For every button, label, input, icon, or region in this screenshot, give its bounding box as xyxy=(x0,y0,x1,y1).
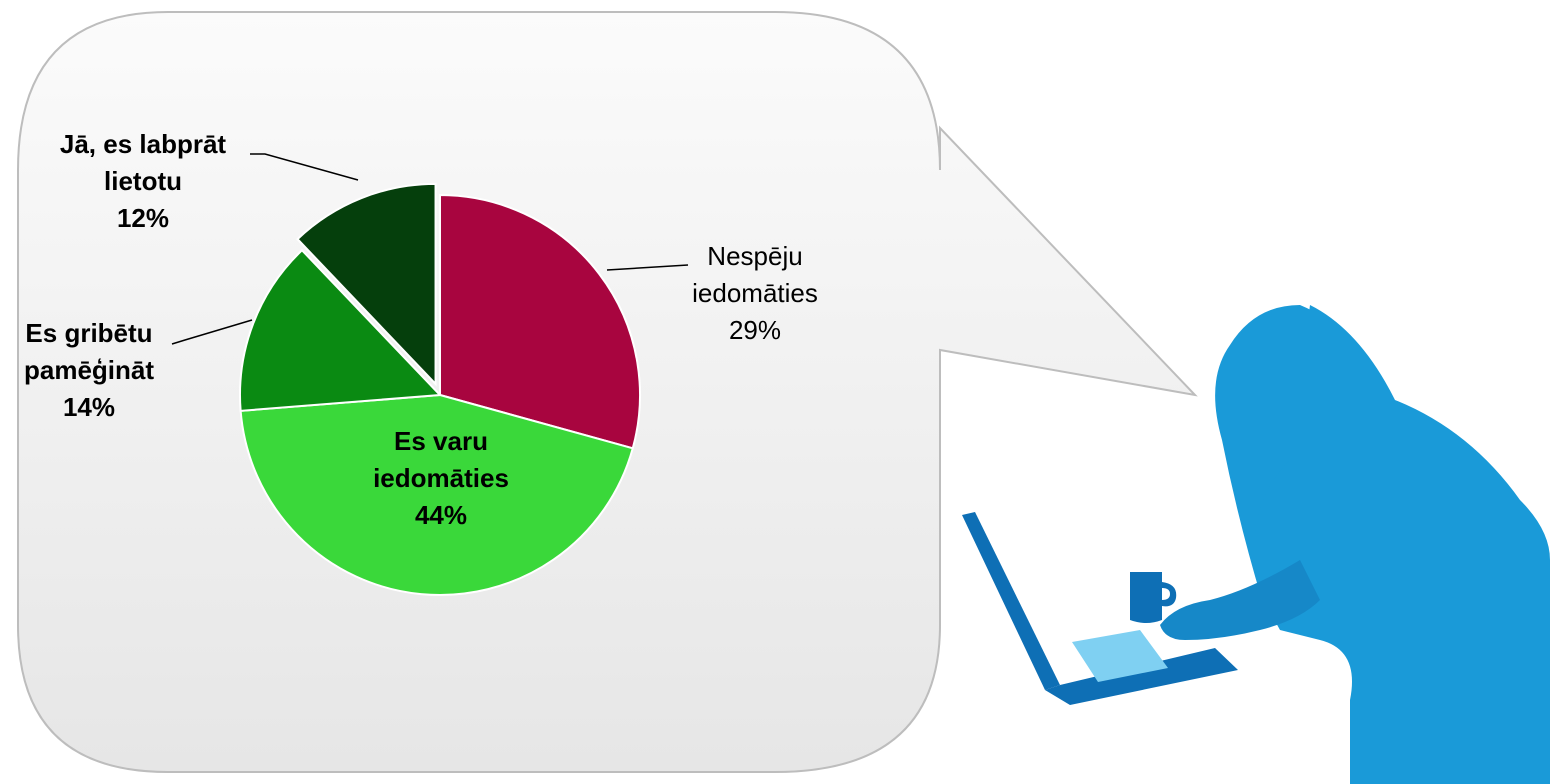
slice-label-line: iedomāties xyxy=(373,463,509,493)
leader-line-gribetu xyxy=(171,319,253,345)
leader-lines xyxy=(171,153,689,345)
laptop-lid-shape xyxy=(962,512,1060,690)
slice-label-line: iedomāties xyxy=(692,278,818,308)
leader-line-ja xyxy=(250,153,359,181)
pie-chart xyxy=(239,182,641,596)
slice-label-es-gribetu: Es gribētu pamēģināt 14% xyxy=(24,318,154,422)
slice-label-line: Jā, es labprāt xyxy=(60,129,227,159)
slice-label-es-varu: Es varu iedomāties 44% xyxy=(373,426,509,530)
slice-label-line: Nespēju xyxy=(707,241,802,271)
slice-value-label: 29% xyxy=(729,315,781,345)
woman-body-shape xyxy=(1254,305,1550,784)
woman-arm-shape xyxy=(1160,560,1320,640)
coffee-mug-icon xyxy=(1130,572,1177,623)
leader-line-nespeju xyxy=(606,264,689,271)
slice-value-label: 14% xyxy=(63,392,115,422)
laptop-base-shape xyxy=(1045,648,1238,705)
pie-slice-nespeju xyxy=(439,193,641,450)
slice-label-line: Es gribētu xyxy=(25,318,152,348)
slice-label-line: lietotu xyxy=(104,166,182,196)
slice-value-label: 44% xyxy=(415,500,467,530)
pie-slice-ja xyxy=(296,182,437,387)
pie-slice-es-gribetu xyxy=(239,248,443,412)
slice-label-nespeju: Nespēju iedomāties 29% xyxy=(692,241,818,345)
pie-slice-es-varu xyxy=(239,393,634,596)
slice-label-line: Es varu xyxy=(394,426,488,456)
woman-with-laptop-silhouette-icon xyxy=(962,305,1550,784)
laptop-screen-shape xyxy=(1072,630,1168,682)
slice-label-ja: Jā, es labprāt lietotu 12% xyxy=(60,129,227,233)
slice-label-line: pamēģināt xyxy=(24,355,154,385)
slice-value-label: 12% xyxy=(117,203,169,233)
